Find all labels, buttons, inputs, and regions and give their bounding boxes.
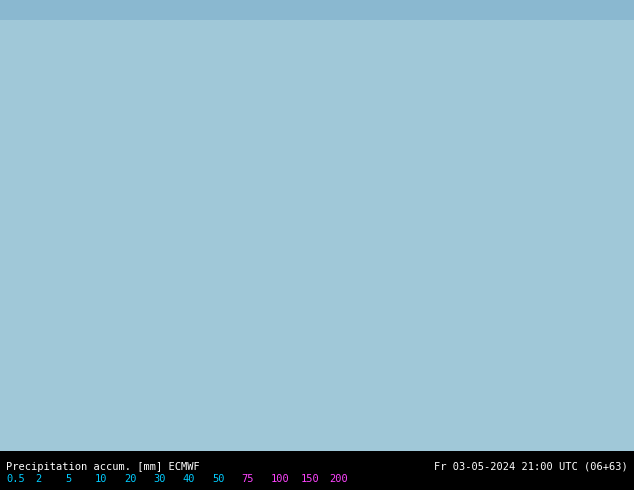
Text: 50: 50: [212, 474, 224, 484]
Text: 20: 20: [124, 474, 136, 484]
Text: Precipitation accum. [mm] ECMWF: Precipitation accum. [mm] ECMWF: [6, 462, 200, 472]
Text: 200: 200: [330, 474, 349, 484]
Text: 2: 2: [36, 474, 42, 484]
Text: 10: 10: [94, 474, 107, 484]
Text: 75: 75: [242, 474, 254, 484]
Text: 30: 30: [153, 474, 166, 484]
Text: 40: 40: [183, 474, 195, 484]
Text: Fr 03-05-2024 21:00 UTC (06+63): Fr 03-05-2024 21:00 UTC (06+63): [434, 462, 628, 472]
Text: 150: 150: [301, 474, 319, 484]
Text: 0.5: 0.5: [6, 474, 25, 484]
Text: 100: 100: [271, 474, 290, 484]
Text: 5: 5: [65, 474, 72, 484]
